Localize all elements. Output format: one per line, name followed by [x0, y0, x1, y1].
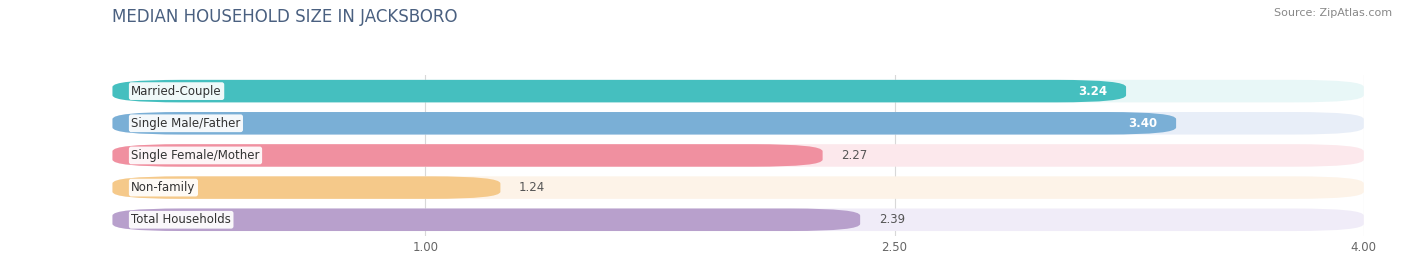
Text: Married-Couple: Married-Couple	[131, 85, 222, 98]
Text: 2.39: 2.39	[879, 213, 905, 226]
FancyBboxPatch shape	[112, 80, 1364, 102]
FancyBboxPatch shape	[112, 209, 860, 231]
FancyBboxPatch shape	[112, 112, 1364, 135]
Text: Total Households: Total Households	[131, 213, 231, 226]
Text: Non-family: Non-family	[131, 181, 195, 194]
Text: 1.24: 1.24	[519, 181, 546, 194]
FancyBboxPatch shape	[112, 209, 1364, 231]
Text: 2.27: 2.27	[841, 149, 868, 162]
FancyBboxPatch shape	[112, 176, 1364, 199]
Text: Single Female/Mother: Single Female/Mother	[131, 149, 260, 162]
Text: 3.24: 3.24	[1078, 85, 1108, 98]
FancyBboxPatch shape	[112, 144, 823, 167]
FancyBboxPatch shape	[112, 144, 1364, 167]
Text: MEDIAN HOUSEHOLD SIZE IN JACKSBORO: MEDIAN HOUSEHOLD SIZE IN JACKSBORO	[112, 8, 458, 26]
Text: 3.40: 3.40	[1128, 117, 1157, 130]
FancyBboxPatch shape	[112, 112, 1175, 135]
Text: Source: ZipAtlas.com: Source: ZipAtlas.com	[1274, 8, 1392, 18]
Text: Single Male/Father: Single Male/Father	[131, 117, 240, 130]
FancyBboxPatch shape	[112, 176, 501, 199]
FancyBboxPatch shape	[112, 80, 1126, 102]
